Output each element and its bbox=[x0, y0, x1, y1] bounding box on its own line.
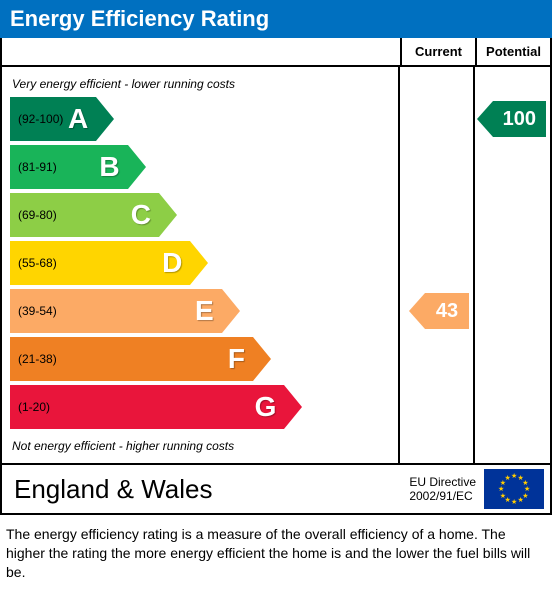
band-row-e: (39-54) E bbox=[10, 289, 550, 333]
description-text: The energy efficiency rating is a measur… bbox=[0, 515, 552, 592]
directive-line2: 2002/91/EC bbox=[409, 489, 476, 503]
band-range-f: (21-38) bbox=[10, 352, 57, 366]
eu-star-icon: ★ bbox=[511, 498, 517, 506]
band-row-b: (81-91) B bbox=[10, 145, 550, 189]
band-bar-g: (1-20) G bbox=[10, 385, 284, 429]
band-letter-e: E bbox=[195, 295, 214, 327]
band-row-c: (69-80) C bbox=[10, 193, 550, 237]
band-letter-a: A bbox=[68, 103, 88, 135]
band-bar-f: (21-38) F bbox=[10, 337, 253, 381]
top-note: Very energy efficient - lower running co… bbox=[10, 75, 550, 97]
col-header-potential: Potential bbox=[475, 38, 550, 65]
bottom-note: Not energy efficient - higher running co… bbox=[10, 433, 550, 455]
band-range-c: (69-80) bbox=[10, 208, 57, 222]
pointer-current: 43 bbox=[425, 293, 469, 329]
band-letter-c: C bbox=[131, 199, 151, 231]
band-letter-b: B bbox=[99, 151, 119, 183]
band-row-g: (1-20) G bbox=[10, 385, 550, 429]
band-arrow-g bbox=[284, 385, 302, 429]
band-bar-e: (39-54) E bbox=[10, 289, 222, 333]
band-bar-c: (69-80) C bbox=[10, 193, 159, 237]
bands-list: (92-100) A (81-91) B (69-80) C (55-68) D (39-54)… bbox=[10, 97, 550, 429]
band-arrow-f bbox=[253, 337, 271, 381]
region-label: England & Wales bbox=[2, 466, 409, 513]
eu-star-icon: ★ bbox=[511, 472, 517, 480]
col-header-current: Current bbox=[400, 38, 475, 65]
band-arrow-c bbox=[159, 193, 177, 237]
directive-label: EU Directive 2002/91/EC bbox=[409, 475, 484, 504]
band-letter-g: G bbox=[255, 391, 277, 423]
band-arrow-a bbox=[96, 97, 114, 141]
eu-star-icon: ★ bbox=[505, 474, 511, 482]
eu-star-icon: ★ bbox=[518, 496, 524, 504]
band-arrow-b bbox=[128, 145, 146, 189]
band-row-f: (21-38) F bbox=[10, 337, 550, 381]
band-letter-f: F bbox=[228, 343, 245, 375]
header-spacer bbox=[2, 38, 400, 65]
band-row-d: (55-68) D bbox=[10, 241, 550, 285]
band-range-d: (55-68) bbox=[10, 256, 57, 270]
title-bar: Energy Efficiency Rating bbox=[0, 0, 552, 38]
band-bar-b: (81-91) B bbox=[10, 145, 128, 189]
footer-row: England & Wales EU Directive 2002/91/EC … bbox=[2, 463, 550, 513]
band-arrow-e bbox=[222, 289, 240, 333]
chart-box: Current Potential Very energy efficient … bbox=[0, 38, 552, 515]
band-arrow-d bbox=[190, 241, 208, 285]
eu-flag-stars: ★★★★★★★★★★★★ bbox=[484, 469, 544, 509]
band-letter-d: D bbox=[162, 247, 182, 279]
band-bar-a: (92-100) A bbox=[10, 97, 96, 141]
directive-line1: EU Directive bbox=[409, 475, 476, 489]
band-row-a: (92-100) A bbox=[10, 97, 550, 141]
title-text: Energy Efficiency Rating bbox=[10, 6, 269, 31]
eu-flag-icon: ★★★★★★★★★★★★ bbox=[484, 469, 544, 509]
pointer-current-value: 43 bbox=[425, 293, 469, 329]
band-range-b: (81-91) bbox=[10, 160, 57, 174]
band-range-e: (39-54) bbox=[10, 304, 57, 318]
pointer-potential-value: 100 bbox=[493, 101, 546, 137]
band-bar-d: (55-68) D bbox=[10, 241, 190, 285]
header-row: Current Potential bbox=[2, 38, 550, 67]
bands-area: Very energy efficient - lower running co… bbox=[2, 67, 550, 463]
band-range-a: (92-100) bbox=[10, 112, 63, 126]
pointer-potential: 100 bbox=[493, 101, 546, 137]
band-range-g: (1-20) bbox=[10, 400, 50, 414]
